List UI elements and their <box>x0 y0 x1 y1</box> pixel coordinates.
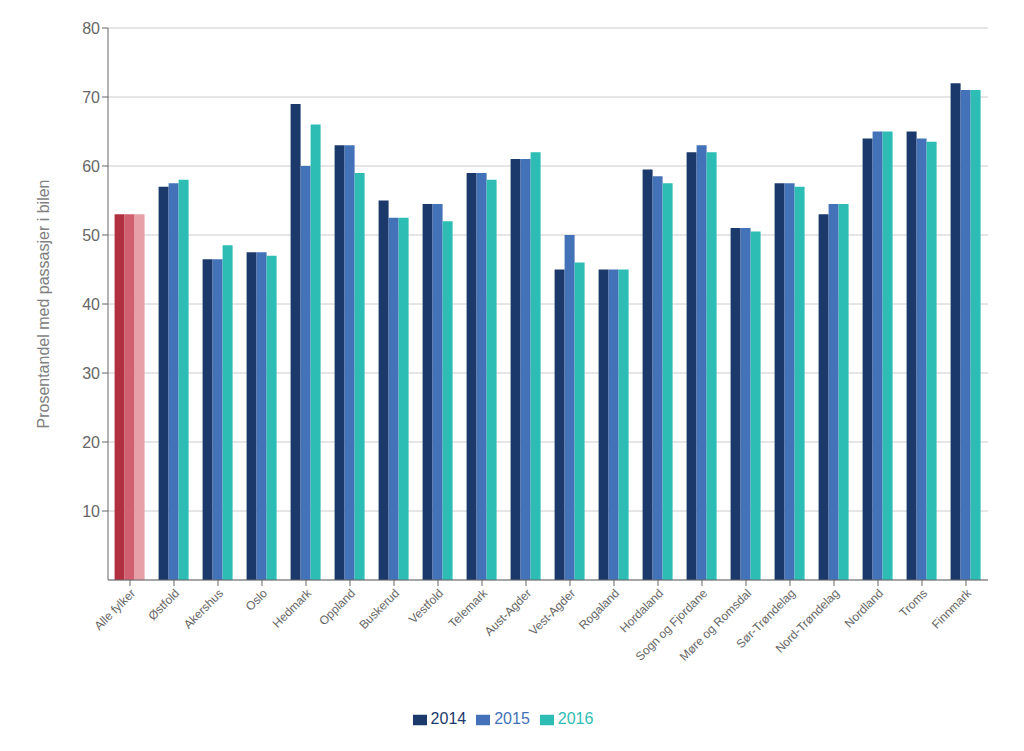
svg-text:Akershus: Akershus <box>181 586 226 631</box>
html-text:2015: 2015 <box>494 710 530 727</box>
svg-text:Østfold: Østfold <box>145 586 182 623</box>
svg-text:Vest-Agder: Vest-Agder <box>526 586 578 638</box>
svg-text:Sør-Trøndelag: Sør-Trøndelag <box>733 586 799 651</box>
svg-text:Vestfold: Vestfold <box>406 586 446 626</box>
svg-text:40: 40 <box>82 296 100 313</box>
svg-text:20: 20 <box>82 434 100 451</box>
svg-text:Hordaland: Hordaland <box>617 586 667 636</box>
html-text:2014: 2014 <box>430 710 467 727</box>
svg-text:Telemark: Telemark <box>446 586 491 631</box>
svg-text:Alle fylker: Alle fylker <box>91 586 138 633</box>
svg-text:Aust-Agder: Aust-Agder <box>482 586 534 638</box>
svg-text:30: 30 <box>82 365 100 382</box>
svg-text:Prosentandel med passasjer i b: Prosentandel med passasjer i bilen <box>35 179 52 428</box>
svg-text:Sogn og Fjordane: Sogn og Fjordane <box>633 586 711 664</box>
svg-text:10: 10 <box>82 503 100 520</box>
svg-text:50: 50 <box>82 227 100 244</box>
svg-text:Finnmark: Finnmark <box>929 586 975 632</box>
svg-text:70: 70 <box>82 89 100 106</box>
svg-text:Hedmark: Hedmark <box>270 586 315 631</box>
svg-text:Nordland: Nordland <box>842 586 886 630</box>
svg-text:Troms: Troms <box>897 586 931 620</box>
svg-text:Møre og Romsdal: Møre og Romsdal <box>677 586 754 663</box>
svg-text:Nord-Trøndelag: Nord-Trøndelag <box>773 586 842 655</box>
svg-text:80: 80 <box>82 20 100 37</box>
svg-text:Rogaland: Rogaland <box>576 586 622 632</box>
svg-text:Oslo: Oslo <box>243 586 271 614</box>
svg-text:Buskerud: Buskerud <box>356 586 402 632</box>
html-text:2016: 2016 <box>557 710 594 727</box>
svg-text:Oppland: Oppland <box>316 586 358 628</box>
svg-text:60: 60 <box>82 158 100 175</box>
